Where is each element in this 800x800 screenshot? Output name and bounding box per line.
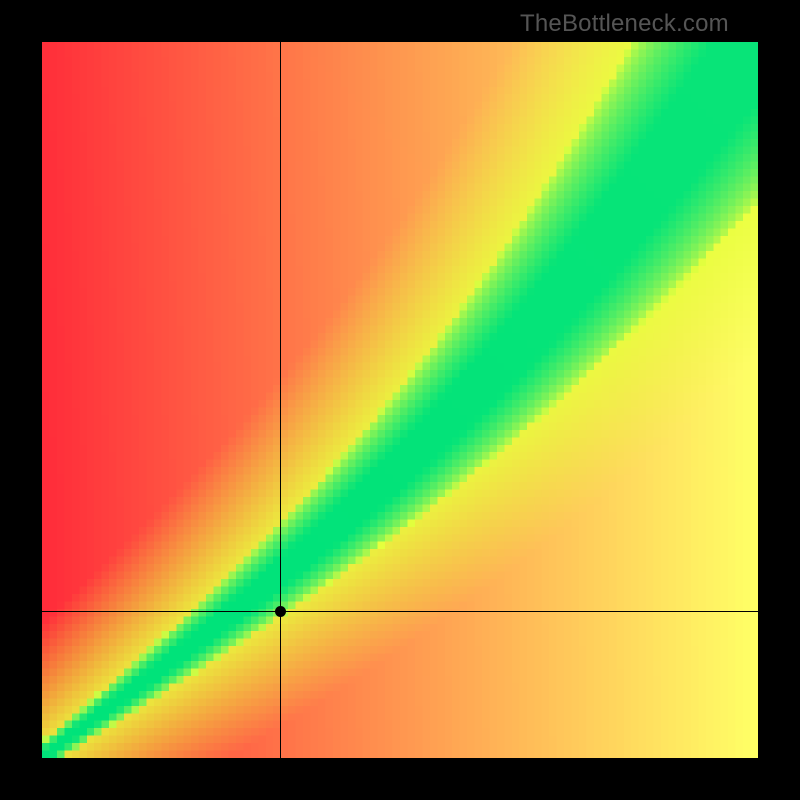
crosshair-vertical [280,42,281,758]
watermark-text: TheBottleneck.com [520,10,729,38]
bottleneck-heatmap [42,42,758,758]
crosshair-horizontal [42,611,758,612]
